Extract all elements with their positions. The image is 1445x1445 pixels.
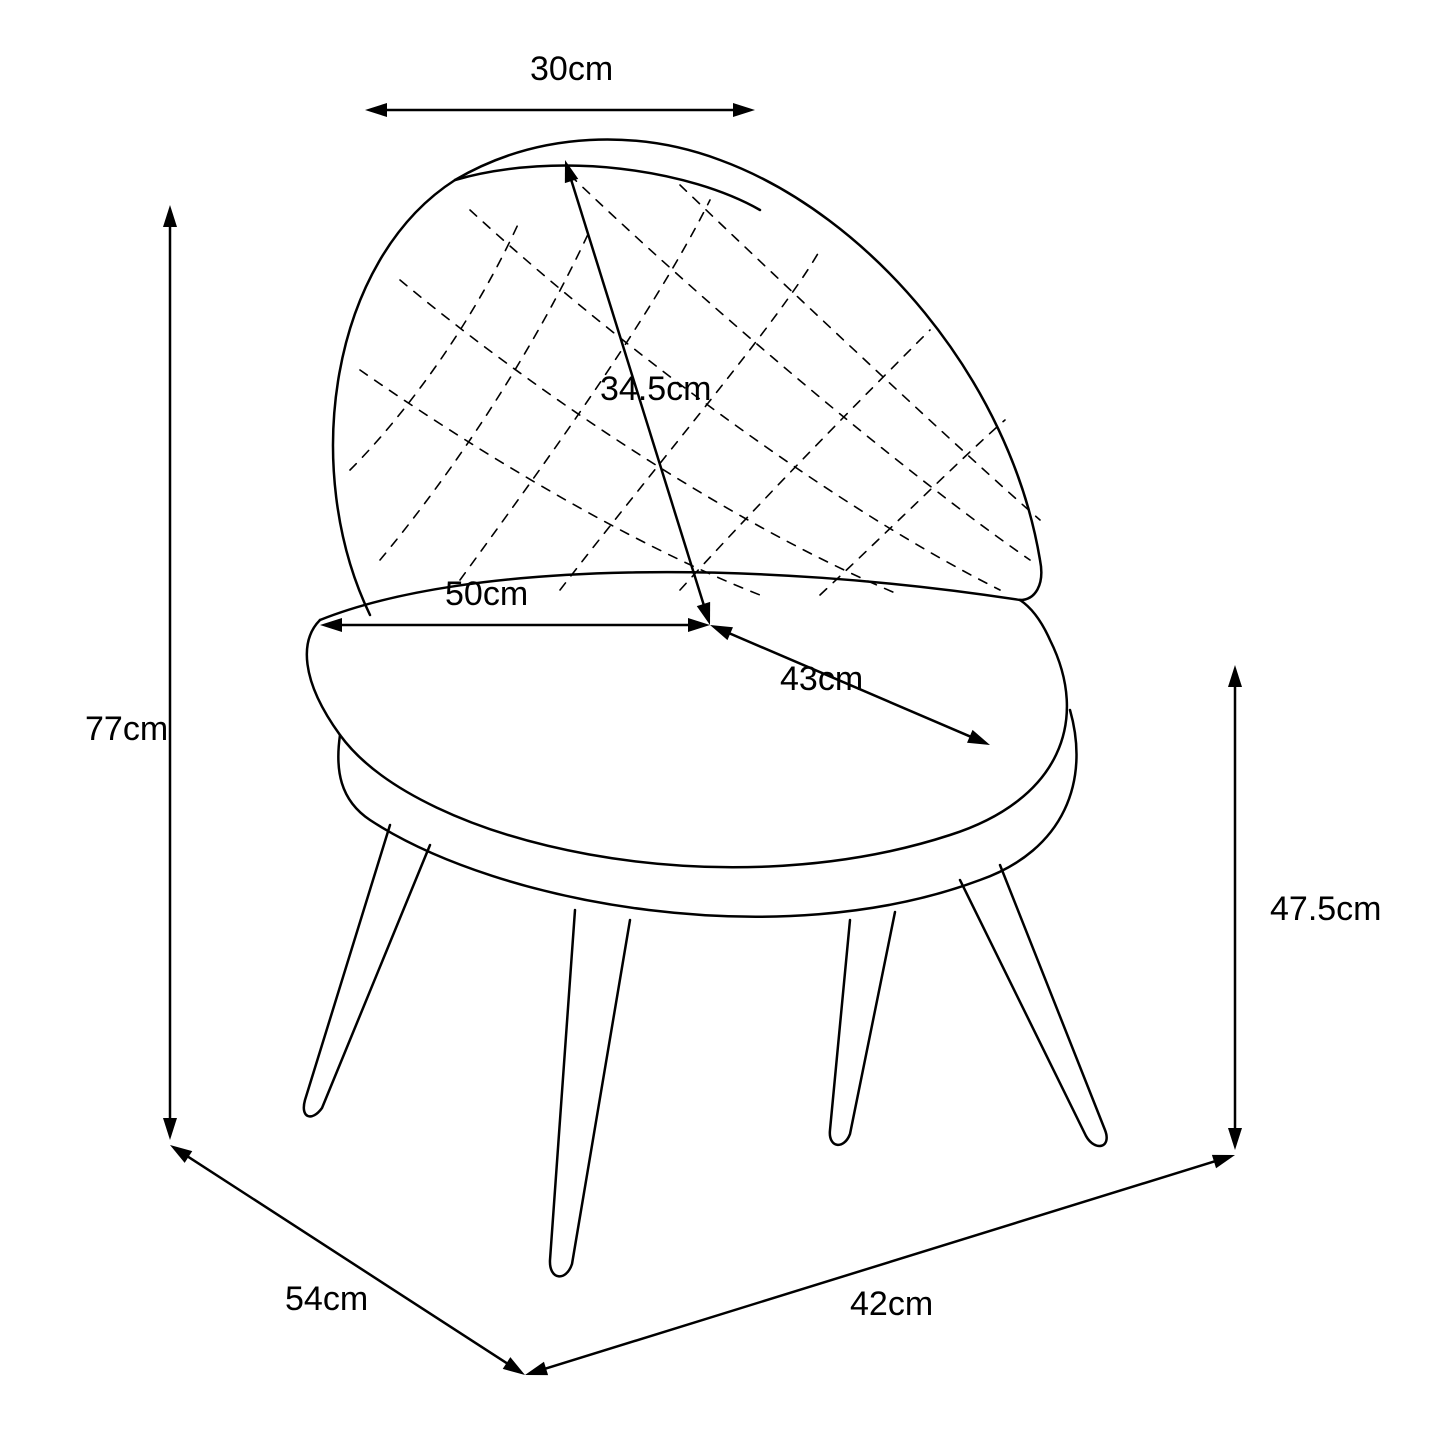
arrowhead-icon	[320, 618, 342, 632]
leg-front-left	[550, 910, 630, 1276]
dimension-seat_depth: 43cm	[710, 625, 990, 745]
dimension-top_width: 30cm	[365, 50, 755, 117]
chair-dimension-diagram: 30cm 77cm 47.5cm 34.5cm 50cm 43cm 54cm 42cm	[0, 0, 1445, 1445]
arrowhead-icon	[1228, 1128, 1242, 1150]
dimension-label: 77cm	[85, 710, 168, 748]
arrowhead-icon	[565, 160, 578, 183]
dimension-line	[181, 1152, 514, 1368]
arrowhead-icon	[967, 730, 990, 745]
dimension-label: 30cm	[530, 50, 613, 88]
dimensions-group: 30cm 77cm 47.5cm 34.5cm 50cm 43cm 54cm 42cm	[85, 50, 1382, 1375]
dimension-overall_height: 77cm	[85, 205, 177, 1140]
seat-top	[307, 600, 1067, 867]
backrest-inner-rim	[320, 572, 1020, 620]
arrowhead-icon	[1228, 665, 1242, 687]
dimension-label: 43cm	[780, 660, 863, 698]
leg-back-right	[830, 912, 895, 1145]
dimension-line	[538, 1159, 1223, 1371]
chair-outline	[304, 140, 1107, 1277]
arrowhead-icon	[170, 1145, 192, 1163]
arrowhead-icon	[163, 1118, 177, 1140]
arrowhead-icon	[163, 205, 177, 227]
dimension-label: 47.5cm	[1270, 890, 1382, 928]
arrowhead-icon	[503, 1357, 525, 1375]
backrest-top-edge	[455, 166, 760, 210]
arrowhead-icon	[733, 103, 755, 117]
dimension-label: 50cm	[445, 575, 528, 613]
dimension-label: 34.5cm	[600, 370, 712, 408]
dimension-label: 42cm	[850, 1285, 933, 1323]
arrowhead-icon	[1212, 1155, 1235, 1168]
dimension-seat_width: 50cm	[320, 575, 710, 632]
dimension-seat_height: 47.5cm	[1228, 665, 1382, 1150]
leg-front-right	[960, 865, 1107, 1146]
arrowhead-icon	[365, 103, 387, 117]
leg-back-left	[304, 825, 430, 1116]
dimension-footprint_depth: 54cm	[170, 1145, 525, 1375]
dimension-footprint_width: 42cm	[525, 1155, 1235, 1375]
dimension-label: 54cm	[285, 1280, 368, 1318]
arrowhead-icon	[525, 1362, 548, 1375]
arrowhead-icon	[710, 625, 733, 640]
